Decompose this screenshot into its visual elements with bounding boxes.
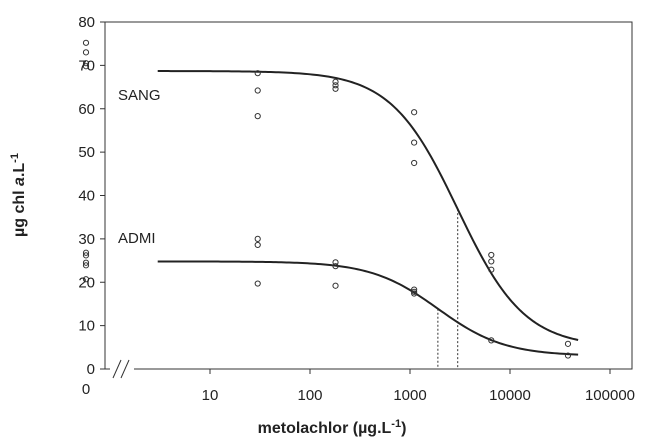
y-axis: 0 10 20 30 40 50 60 70 80 — [78, 14, 105, 378]
x-axis: 10 100 1000 10000 100000 0 — [82, 369, 635, 404]
plot-frame — [104, 21, 633, 370]
y-tick-label: 10 — [78, 318, 95, 335]
data-point — [488, 258, 495, 265]
y-axis-title: µg chl a.L-1 — [9, 153, 28, 237]
data-point — [488, 251, 495, 259]
y-tick-label: 40 — [78, 188, 95, 205]
y-tick-label: 0 — [87, 361, 95, 378]
data-point — [564, 352, 572, 359]
control-point — [82, 249, 90, 256]
y-tick-label: 80 — [78, 14, 95, 31]
data-point — [488, 337, 495, 344]
data-point — [332, 82, 339, 89]
control-point — [82, 49, 90, 56]
data-point — [411, 139, 418, 146]
data-point — [411, 109, 418, 116]
data-point — [411, 290, 418, 297]
x-axis-title: metolachlor (µg.L-1) — [258, 418, 407, 437]
axis-break-marker — [110, 359, 134, 379]
control-point — [82, 259, 90, 266]
y-tick-label: 50 — [78, 144, 95, 161]
fit-curve-admi — [157, 260, 579, 356]
data-point — [332, 78, 339, 85]
x-tick-label: 1000 — [393, 387, 426, 404]
data-point — [254, 235, 261, 242]
data-points — [82, 39, 572, 359]
control-point — [82, 262, 90, 269]
data-point — [411, 159, 418, 167]
x-tick-label: 100000 — [585, 387, 635, 404]
axis-break-slash — [112, 359, 122, 379]
data-point — [411, 288, 418, 295]
data-point — [254, 87, 261, 94]
fit-curve-sang — [157, 70, 579, 341]
series-labels: SANG ADMI — [118, 87, 161, 247]
axis-break-gap — [110, 363, 134, 375]
data-point — [411, 286, 418, 293]
data-point — [332, 263, 339, 270]
series-label-admi: ADMI — [118, 230, 156, 247]
control-point — [82, 39, 90, 46]
data-point — [254, 70, 261, 77]
x-tick-label: 10 — [202, 387, 219, 404]
x-tick-label-zero: 0 — [82, 381, 90, 398]
data-point — [254, 241, 261, 249]
y-tick-label: 60 — [78, 101, 95, 118]
data-point — [332, 259, 339, 266]
y-tick-label: 20 — [78, 274, 95, 291]
fit-curves — [157, 70, 579, 356]
data-point — [332, 85, 339, 92]
data-point — [254, 280, 261, 287]
x-tick-label: 10000 — [489, 387, 531, 404]
data-point — [564, 340, 572, 347]
control-point — [82, 252, 90, 259]
y-tick-label: 30 — [78, 231, 95, 248]
ec50-guides — [437, 209, 459, 369]
control-point — [82, 63, 90, 70]
axis-break-slash — [120, 359, 130, 379]
y-tick-label: 70 — [78, 57, 95, 74]
data-point — [488, 266, 495, 273]
x-axis-title-superscript: -1 — [391, 418, 401, 430]
control-point — [82, 60, 90, 67]
data-point — [332, 282, 339, 289]
data-point — [254, 113, 261, 120]
series-label-sang: SANG — [118, 87, 161, 104]
control-point — [82, 276, 90, 283]
x-tick-label: 100 — [297, 387, 322, 404]
y-axis-title-superscript: -1 — [9, 153, 21, 163]
